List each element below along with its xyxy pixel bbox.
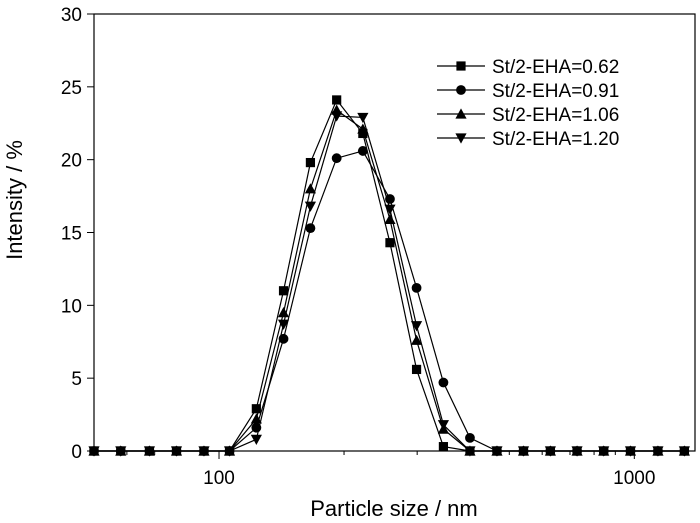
data-point xyxy=(170,446,183,457)
data-point xyxy=(652,446,664,457)
series-line xyxy=(94,109,685,452)
legend-marker xyxy=(456,61,466,71)
data-point xyxy=(250,413,262,424)
data-point xyxy=(384,204,396,215)
data-point xyxy=(438,377,449,388)
legend: St/2-EHA=0.62 St/2-EHA=0.91 St/2-EHA=1.06 S… xyxy=(437,57,619,150)
data-point xyxy=(357,112,369,124)
y-axis-title: Intensity / % xyxy=(2,140,27,260)
data-point xyxy=(571,446,583,457)
data-point xyxy=(198,446,210,457)
legend-entry: St/2-EHA=1.20 xyxy=(437,129,619,150)
legend-entry: St/2-EHA=1.06 xyxy=(437,105,619,126)
data-point xyxy=(598,446,610,457)
series-layer xyxy=(88,95,690,457)
data-point xyxy=(410,334,423,345)
data-point xyxy=(115,446,127,457)
data-point xyxy=(251,404,261,414)
y-tick-label: 0 xyxy=(71,442,82,463)
data-point xyxy=(491,446,503,457)
x-tick-label: 100 xyxy=(203,468,235,489)
data-point xyxy=(678,446,690,457)
series-3 xyxy=(88,104,690,456)
data-point xyxy=(385,238,395,248)
data-point xyxy=(304,201,317,212)
data-point xyxy=(624,446,637,457)
data-point xyxy=(223,446,236,457)
legend-label: St/2-EHA=1.06 xyxy=(492,105,619,126)
data-point xyxy=(250,434,262,445)
legend-label: St/2-EHA=0.91 xyxy=(492,81,619,102)
data-point xyxy=(411,282,422,293)
legend-marker xyxy=(455,108,467,119)
legend-label: St/2-EHA=0.62 xyxy=(492,57,619,78)
legend-marker xyxy=(455,133,467,144)
data-point xyxy=(438,442,449,452)
data-point xyxy=(357,123,369,134)
data-point xyxy=(278,286,289,296)
legend-marker xyxy=(456,85,466,95)
data-point xyxy=(331,111,343,122)
series-line xyxy=(94,115,685,452)
series-line xyxy=(94,98,685,452)
plot-frame xyxy=(93,13,696,452)
data-point xyxy=(357,146,368,156)
data-point xyxy=(331,153,342,164)
data-point xyxy=(465,432,475,443)
series-4 xyxy=(88,111,690,457)
data-point xyxy=(277,319,290,330)
data-point xyxy=(88,446,100,457)
y-tick-label: 25 xyxy=(61,78,82,99)
data-point xyxy=(437,420,450,431)
data-point xyxy=(305,223,316,234)
legend-label: St/2-EHA=1.20 xyxy=(492,129,619,150)
data-point xyxy=(464,446,476,457)
data-point xyxy=(411,364,422,375)
x-axis-title: Particle size / nm xyxy=(310,496,478,521)
y-tick-label: 10 xyxy=(61,296,82,317)
data-point xyxy=(305,157,316,168)
y-tick-label: 5 xyxy=(71,369,82,390)
data-point xyxy=(544,446,557,457)
data-point xyxy=(384,213,396,224)
series-2 xyxy=(89,146,690,456)
y-tick-label: 20 xyxy=(61,151,82,172)
data-point xyxy=(332,95,342,105)
data-point xyxy=(410,321,423,332)
data-point xyxy=(143,446,156,457)
y-tick-label: 30 xyxy=(61,5,82,26)
y-tick-label: 15 xyxy=(61,224,82,245)
legend-entry: St/2-EHA=0.62 xyxy=(437,57,619,78)
data-point xyxy=(517,446,530,457)
data-point xyxy=(304,183,317,194)
axis-ticks: 0 5 10 15 20 25 30 100 1000 xyxy=(61,5,656,489)
x-tick-label: 1000 xyxy=(613,468,655,489)
legend-entry: St/2-EHA=0.91 xyxy=(437,81,619,102)
